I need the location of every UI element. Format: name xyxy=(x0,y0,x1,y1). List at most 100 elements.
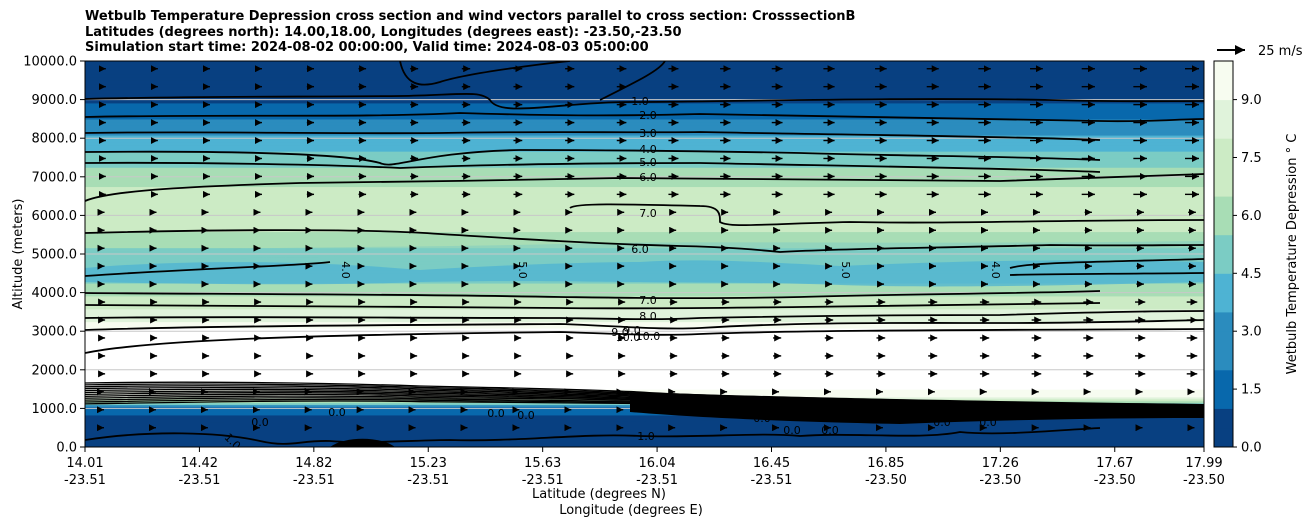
colorbar-tick-label: 0.0 xyxy=(1241,441,1262,456)
contour-line xyxy=(85,161,1101,173)
contour-label: 0.0 xyxy=(821,424,839,437)
x-axis-label-latitude: Latitude (degrees N) xyxy=(532,487,666,502)
contour-band xyxy=(85,218,1204,223)
contour-label: 5.0 xyxy=(839,261,852,279)
y-tick-label: 8000.0 xyxy=(32,132,78,147)
contour-band xyxy=(85,157,1204,162)
colorbar-tick-label: 3.0 xyxy=(1241,325,1262,340)
y-tick-label: 7000.0 xyxy=(32,170,78,185)
contour-band xyxy=(85,418,1204,422)
contour-band xyxy=(85,318,1204,323)
colorbar-segment xyxy=(1214,99,1233,120)
contour-label: 0.0 xyxy=(979,416,997,429)
contour-band xyxy=(85,414,1204,419)
colorbar-segment xyxy=(1214,138,1233,158)
contour-band xyxy=(85,327,1204,332)
x-tick-label-lon: -23.51 xyxy=(293,473,335,488)
y-tick-label: 6000.0 xyxy=(32,209,78,224)
contour-band xyxy=(85,336,1204,340)
contour-band xyxy=(85,289,1204,294)
colorbar-segment xyxy=(1214,273,1233,294)
contour-label: 0.0 xyxy=(933,416,951,429)
contour-band xyxy=(85,292,1204,297)
colorbar-segment xyxy=(1214,331,1233,351)
contour-band xyxy=(85,118,1204,123)
contour-band xyxy=(85,192,1204,197)
contour-band xyxy=(85,86,1204,91)
contour-band xyxy=(85,70,1204,75)
title-line-2: Latitudes (degrees north): 14.00,18.00, … xyxy=(85,24,682,40)
contour-line xyxy=(85,290,1101,300)
contour-label: 4.0 xyxy=(639,143,657,156)
contour-label: 10.0 xyxy=(636,330,661,343)
contour-band xyxy=(85,237,1204,242)
contour-band xyxy=(85,340,1204,344)
contour-band xyxy=(85,212,1204,216)
colorbar-segment xyxy=(1214,157,1233,178)
x-tick-label-lat: 15.23 xyxy=(410,456,447,471)
contour-line xyxy=(85,328,1204,354)
contour-label: 0.0 xyxy=(487,407,505,420)
title-line-1: Wetbulb Temperature Depression cross sec… xyxy=(85,9,856,24)
contour-band xyxy=(85,321,1204,326)
contour-label: 3.0 xyxy=(639,127,657,140)
colorbar-segment xyxy=(1214,196,1233,216)
contour-band xyxy=(85,299,1204,303)
contour-band xyxy=(85,167,1204,171)
contour-band xyxy=(85,154,1204,159)
colorbar-segment xyxy=(1214,350,1233,371)
wind-key-label: 25 m/s xyxy=(1258,44,1303,59)
contour-band xyxy=(85,377,1204,381)
contour-band xyxy=(85,189,1204,194)
contour-band xyxy=(85,241,1204,260)
contour-band xyxy=(85,324,1204,329)
contour-band xyxy=(85,231,1204,236)
contour-line xyxy=(85,261,331,277)
contour-label: 9.0 xyxy=(611,326,629,339)
x-tick-label-lat: 14.01 xyxy=(66,456,103,471)
contour-band xyxy=(85,141,1204,146)
x-tick-label-lat: 14.82 xyxy=(295,456,332,471)
contour-line xyxy=(399,61,571,86)
contour-label: 5.0 xyxy=(516,261,529,279)
boundary-layer-dense-fill xyxy=(630,392,1204,424)
y-tick-label: 4000.0 xyxy=(32,286,78,301)
contour-band xyxy=(85,151,1204,155)
colorbar-segment xyxy=(1214,427,1233,448)
x-tick-label-lat: 17.99 xyxy=(1185,456,1222,471)
x-tick-label-lat: 17.67 xyxy=(1096,456,1133,471)
wind-key: 25 m/s xyxy=(1217,44,1303,59)
x-tick-label-lat: 15.63 xyxy=(524,456,561,471)
x-tick-label-lon: -23.51 xyxy=(64,473,106,488)
contour-band xyxy=(85,122,1204,126)
contour-band xyxy=(85,96,1204,101)
x-tick-label-lat: 16.04 xyxy=(638,456,675,471)
x-tick-label-lon: -23.51 xyxy=(636,473,678,488)
x-tick-label-lon: -23.51 xyxy=(522,473,564,488)
contour-band xyxy=(85,61,1204,65)
x-tick-label-lon: -23.50 xyxy=(1183,473,1225,488)
contour-band xyxy=(85,351,1204,357)
contour-band xyxy=(85,131,1204,136)
contour-band xyxy=(85,83,1204,88)
contour-label: 9.0 xyxy=(623,324,641,337)
contour-band xyxy=(85,308,1204,313)
chart-title: Wetbulb Temperature Depression cross sec… xyxy=(85,9,855,56)
x-axis: 14.01 -23.51 14.42 -23.51 14.82 -23.51 15.23 -2… xyxy=(64,447,1225,488)
contour-band xyxy=(85,372,1204,376)
contour-band xyxy=(85,254,1204,258)
contour-band xyxy=(85,221,1204,226)
contour-band xyxy=(85,356,1204,362)
x-axis-label-longitude: Longitude (degrees E) xyxy=(559,503,703,518)
contour-label: 0.0 xyxy=(251,416,269,429)
contour-band xyxy=(85,205,1204,210)
contour-band xyxy=(85,199,1204,204)
contour-label: 4.0 xyxy=(989,261,1002,279)
contour-label: 6.0 xyxy=(631,243,649,256)
colorbar-segment xyxy=(1214,215,1233,236)
contour-line xyxy=(85,149,1101,166)
contour-band xyxy=(85,338,1204,342)
contour-band xyxy=(85,106,1204,110)
contour-band xyxy=(85,360,1204,366)
